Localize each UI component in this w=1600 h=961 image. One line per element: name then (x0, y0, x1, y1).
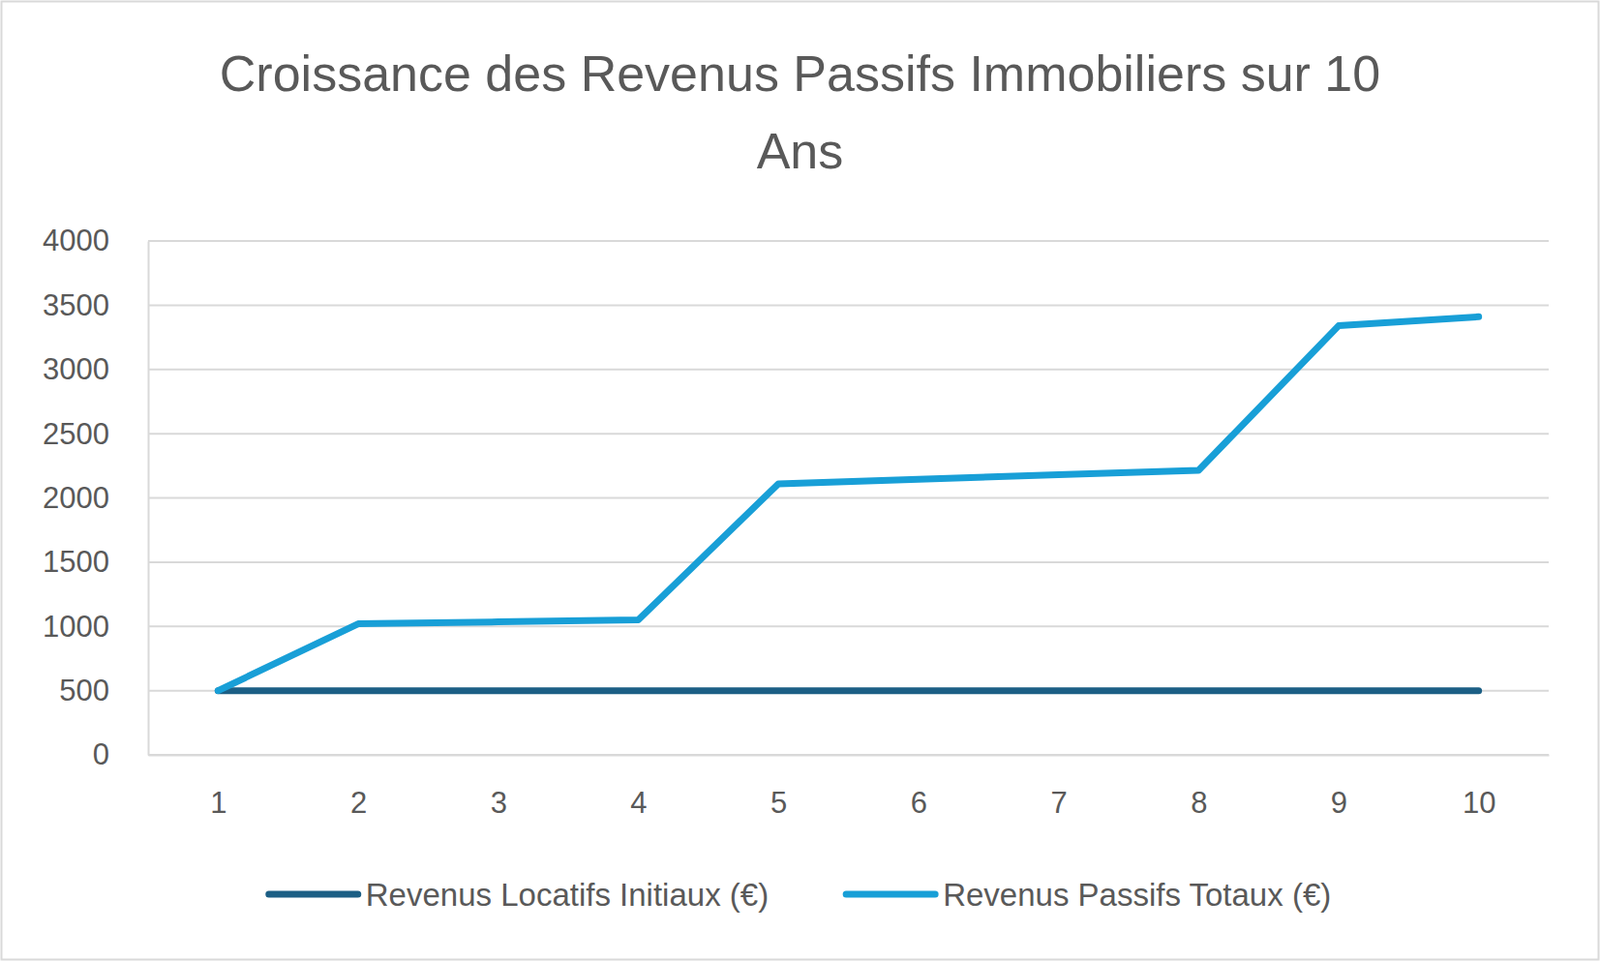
legend-label: Revenus Passifs Totaux (€) (942, 876, 1331, 913)
x-tick-label: 7 (1050, 785, 1067, 820)
y-tick-label: 1500 (42, 544, 110, 579)
x-tick: 9 (1330, 754, 1348, 820)
grid-line (148, 690, 1549, 693)
y-tick: 1500 (42, 544, 149, 579)
legend-swatch (845, 891, 936, 899)
y-tick-label: 500 (59, 673, 110, 708)
x-tick: 6 (910, 754, 928, 820)
x-tick: 1 (210, 754, 227, 820)
x-tick: 10 (1462, 754, 1496, 820)
legend-label: Revenus Locatifs Initiaux (€) (365, 876, 769, 913)
title-line: Ans (756, 122, 845, 180)
grid-line (148, 497, 1549, 500)
chart: Croissance des Revenus Passifs Immobilie… (0, 0, 1600, 961)
y-tick: 0 (92, 737, 149, 772)
y-tick-label: 2000 (42, 481, 110, 515)
x-tick-label: 9 (1330, 785, 1348, 820)
title-line: Croissance des Revenus Passifs Immobilie… (219, 45, 1381, 102)
x-tick-label: 4 (630, 785, 647, 820)
title: Croissance des Revenus Passifs Immobilie… (219, 45, 1381, 180)
y-tick-label: 3500 (42, 288, 110, 323)
x-tick-label: 1 (210, 785, 227, 820)
legend-item: Revenus Passifs Totaux (€) (845, 876, 1331, 913)
grid-line (148, 368, 1549, 371)
grid-line (148, 432, 1549, 435)
legend-swatch (269, 891, 359, 899)
y-tick: 3500 (42, 288, 149, 323)
grid-line (148, 240, 1549, 242)
x-tick: 3 (490, 754, 508, 820)
x-tick: 2 (350, 754, 367, 820)
y-axis-line (148, 241, 151, 756)
y-tick: 500 (59, 673, 149, 708)
grid (148, 241, 1549, 755)
plot: 0 500 1000 1500 2000 2500 3000 3500 4000 1 2 3 4 5 6 7 8… (42, 223, 1549, 820)
y-tick-label: 2500 (42, 417, 110, 452)
y-tick: 2500 (42, 417, 149, 452)
x-tick-label: 10 (1462, 785, 1496, 820)
y-axis: 0 500 1000 1500 2000 2500 3000 3500 4000 (42, 223, 149, 772)
x-axis-line (149, 754, 1550, 757)
x-tick-label: 6 (910, 785, 928, 820)
x-tick-label: 5 (770, 785, 787, 820)
x-tick-label: 3 (490, 785, 508, 820)
y-tick: 2000 (42, 481, 149, 515)
x-axis: 1 2 3 4 5 6 7 8 9 10 (149, 754, 1550, 820)
x-tick: 8 (1190, 754, 1208, 820)
y-tick-label: 0 (92, 737, 110, 772)
series-line (217, 316, 1479, 691)
grid-line (148, 561, 1549, 564)
x-tick-label: 2 (350, 785, 367, 820)
y-tick: 4000 (42, 223, 149, 258)
x-tick: 7 (1050, 754, 1067, 820)
x-tick: 5 (770, 754, 787, 820)
chart-frame (1, 1, 1600, 961)
grid-line (148, 303, 1549, 306)
x-tick-label: 8 (1190, 785, 1208, 820)
y-tick: 1000 (42, 609, 149, 644)
y-tick-label: 3000 (42, 352, 110, 387)
grid-line (148, 754, 1549, 756)
legend: Revenus Locatifs Initiaux (€) Revenus Pas… (269, 876, 1331, 913)
y-tick-label: 4000 (42, 223, 110, 258)
series-group (217, 316, 1479, 691)
series-line (217, 687, 1479, 695)
x-tick: 4 (630, 754, 647, 820)
y-tick: 3000 (42, 352, 149, 387)
legend-item: Revenus Locatifs Initiaux (€) (269, 876, 769, 913)
y-tick-label: 1000 (42, 609, 110, 644)
